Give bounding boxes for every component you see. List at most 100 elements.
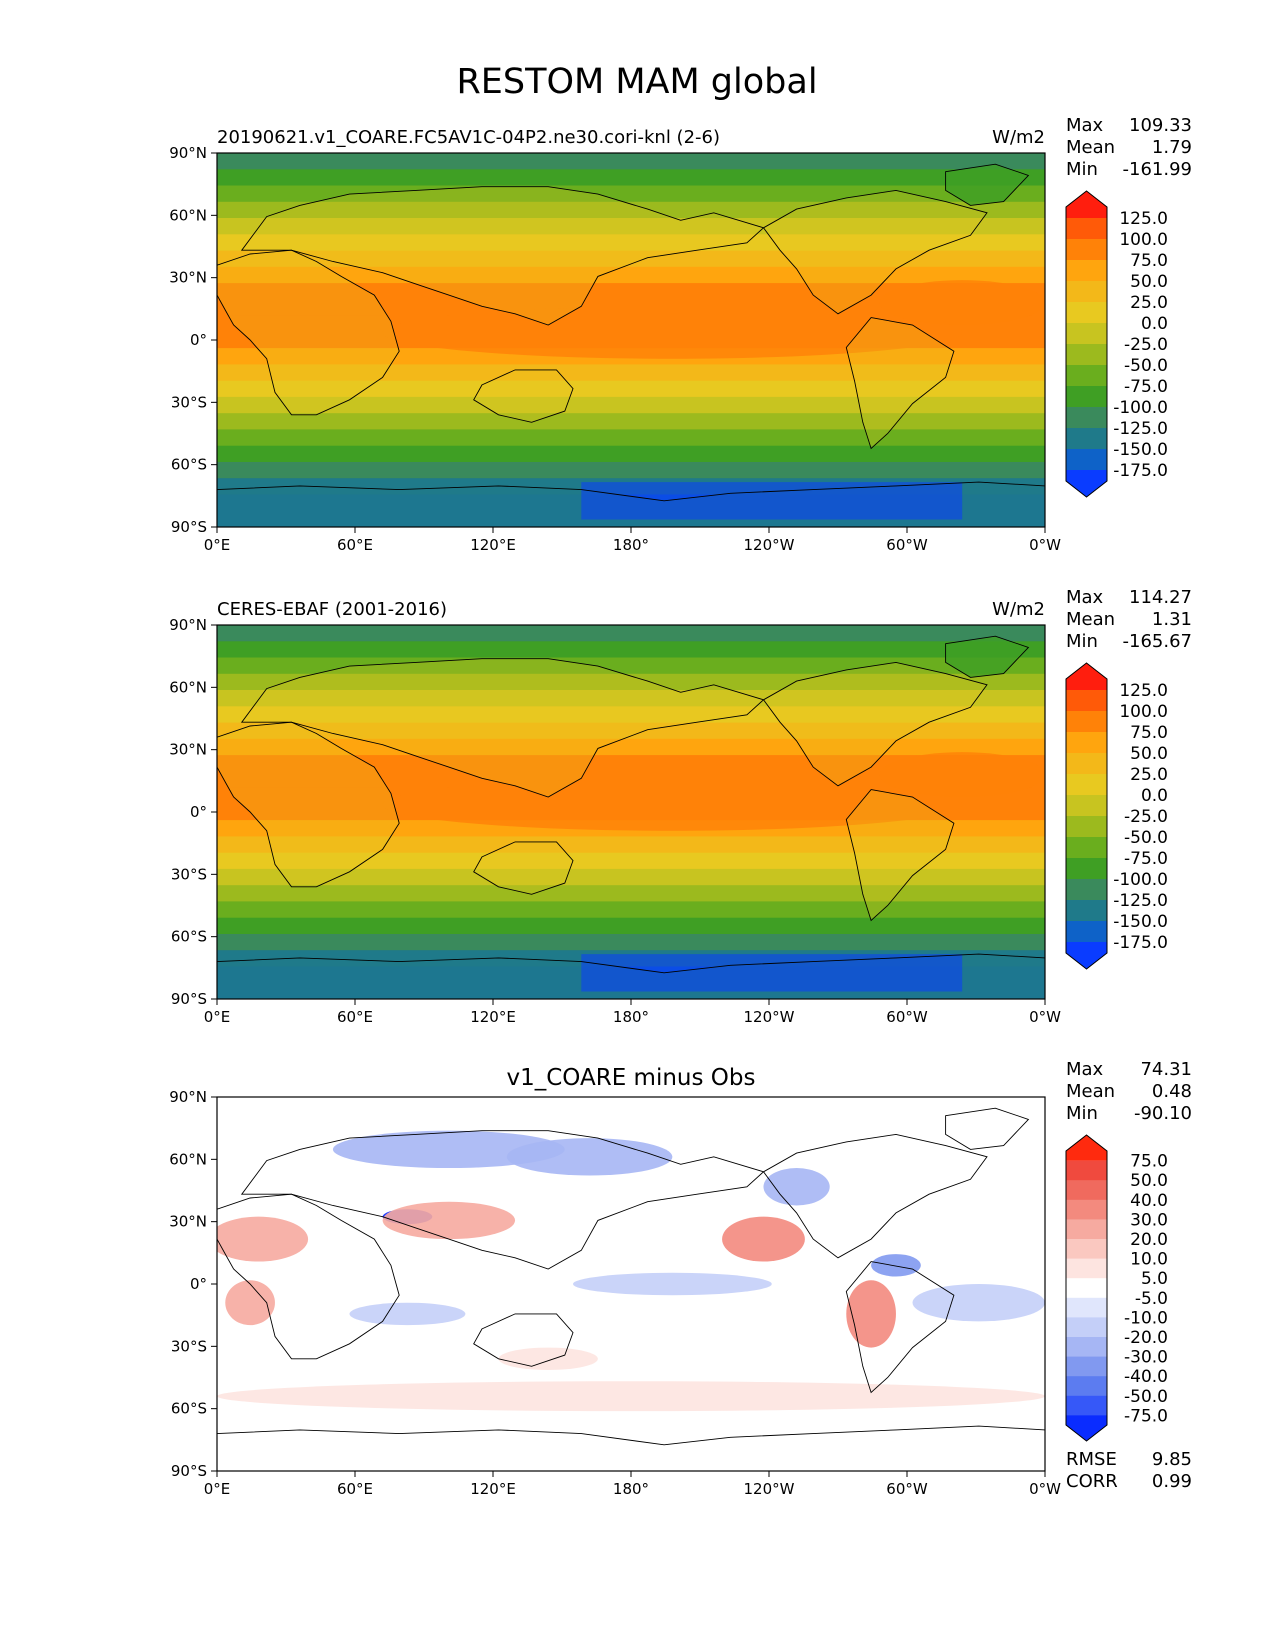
greenland-field [945,636,1029,678]
lat-band [217,901,1045,919]
panel-left-title: 20190621.v1_COARE.FC5AV1C-04P2.ne30.cori… [217,127,720,148]
colorbar-tick-label: -20.0 [1124,1328,1168,1348]
y-tick-label: 60°N [169,678,207,696]
panel-units: W/m2 [992,127,1045,148]
colorbar-segment [1066,795,1107,817]
map-model [217,153,1045,527]
colorbar-segment [1066,837,1107,859]
lat-band [217,445,1045,463]
x-tick-label: 0°E [204,1480,231,1498]
y-tick-label: 0° [190,1275,207,1293]
map-diff [217,1097,1045,1471]
colorbar-tick-label: 75.0 [1130,1152,1168,1172]
lat-band [217,201,1045,219]
coastline-greenland [945,635,1030,678]
colorbar-tick-label: -30.0 [1124,1348,1168,1368]
y-tick-label: 60°N [169,206,207,224]
colorbar-tick-label: -100.0 [1113,398,1168,418]
x-tick-label: 120°E [470,1480,516,1498]
colorbar-tick-label: 100.0 [1119,230,1168,250]
colorbar-tick-label: 50.0 [1130,1171,1168,1191]
stat-value: 1.31 [1152,609,1192,630]
colorbar-segment [1066,428,1107,450]
y-tick-label: 30°N [169,269,207,287]
stat-value: -90.10 [1134,1103,1192,1124]
lat-band [217,413,1045,431]
stat-label: Min [1066,159,1098,180]
stat-value: 0.48 [1152,1081,1192,1102]
panel-diff: 90°N 60°N 30°N 0° 30°S 60°S 90°S0°E 60°E 120°E 18… [169,1059,1192,1498]
colorbar-tick-label: -100.0 [1113,870,1168,890]
x-tick-label: 120°W [744,1008,795,1026]
coastline-australia [473,1313,574,1367]
coastline-n-america [762,661,988,787]
colorbar-segment [1066,1376,1107,1397]
colorbar-tick-label: -5.0 [1135,1289,1168,1309]
antarctic-min-field [581,482,963,520]
coastline-greenland [945,163,1030,206]
anomaly-region [722,1216,805,1262]
colorbar-extend-top [1066,191,1107,218]
atlantic-warm-region [879,752,1045,798]
lat-band [217,153,1045,171]
colorbar-segment [1066,1278,1107,1299]
coastline-s-america [845,317,955,450]
colorbar-segment [1066,774,1107,796]
colorbar-segment [1066,1199,1107,1220]
lat-band [217,396,1045,414]
colorbar-tick-label: 125.0 [1119,209,1168,229]
land-tint [846,317,954,449]
colorbar-segment [1066,1180,1107,1201]
stat-label: Mean [1066,137,1115,158]
lat-band [217,706,1045,724]
lat-band [217,234,1045,252]
stat-label: Max [1066,587,1104,608]
y-tick-label: 60°N [169,1150,207,1168]
y-tick-label: 30°N [169,741,207,759]
x-tick-label: 0°E [204,1008,231,1026]
anomaly-region [225,1280,275,1326]
colorbar-outline [1065,1134,1108,1442]
x-tick-label: 60°W [886,536,928,554]
colorbar: 75.050.040.030.020.010.05.0-5.0-10.0-20.… [1065,1134,1168,1442]
anomaly-region [763,1168,830,1206]
y-tick-label: 30°S [171,865,207,883]
colorbar-segment [1066,407,1107,429]
x-tick-label: 180° [613,1008,649,1026]
anomaly-region [217,1216,309,1262]
colorbar-segment [1066,1160,1107,1181]
y-tick-label: 90°S [171,518,207,536]
tropical-warm-region [382,306,963,359]
coastline-s-america [845,1261,955,1394]
colorbar-segment [1066,1356,1107,1377]
x-tick-label: 180° [613,1480,649,1498]
lat-band [217,755,1045,773]
colorbar-tick-label: -75.0 [1124,849,1168,869]
land-tint [241,186,764,325]
colorbar-tick-label: 50.0 [1130,744,1168,764]
colorbar-extend-top [1066,663,1107,690]
lat-band [217,364,1045,382]
colorbar-tick-label: 50.0 [1130,272,1168,292]
anomaly-region [912,1284,1045,1322]
stat-label: Max [1066,1059,1104,1080]
anomaly-region [573,1272,772,1296]
lat-band [217,690,1045,708]
colorbar-tick-label: 25.0 [1130,765,1168,785]
footer-stat-value: 9.85 [1152,1449,1192,1470]
colorbar-tick-label: 75.0 [1130,723,1168,743]
colorbar-segment [1066,386,1107,408]
footer-stat-label: CORR [1066,1471,1118,1492]
map-obs [217,625,1045,999]
y-tick-label: 60°S [171,1400,207,1418]
x-tick-label: 0°W [1029,1008,1061,1026]
colorbar-tick-label: 100.0 [1119,702,1168,722]
colorbar-segment [1066,302,1107,324]
stat-label: Min [1066,631,1098,652]
colorbar-segment [1066,711,1107,733]
x-tick-label: 60°W [886,1480,928,1498]
colorbar-tick-label: -25.0 [1124,335,1168,355]
colorbar-segment [1066,323,1107,345]
colorbar-segment [1066,732,1107,754]
lat-band [217,852,1045,870]
